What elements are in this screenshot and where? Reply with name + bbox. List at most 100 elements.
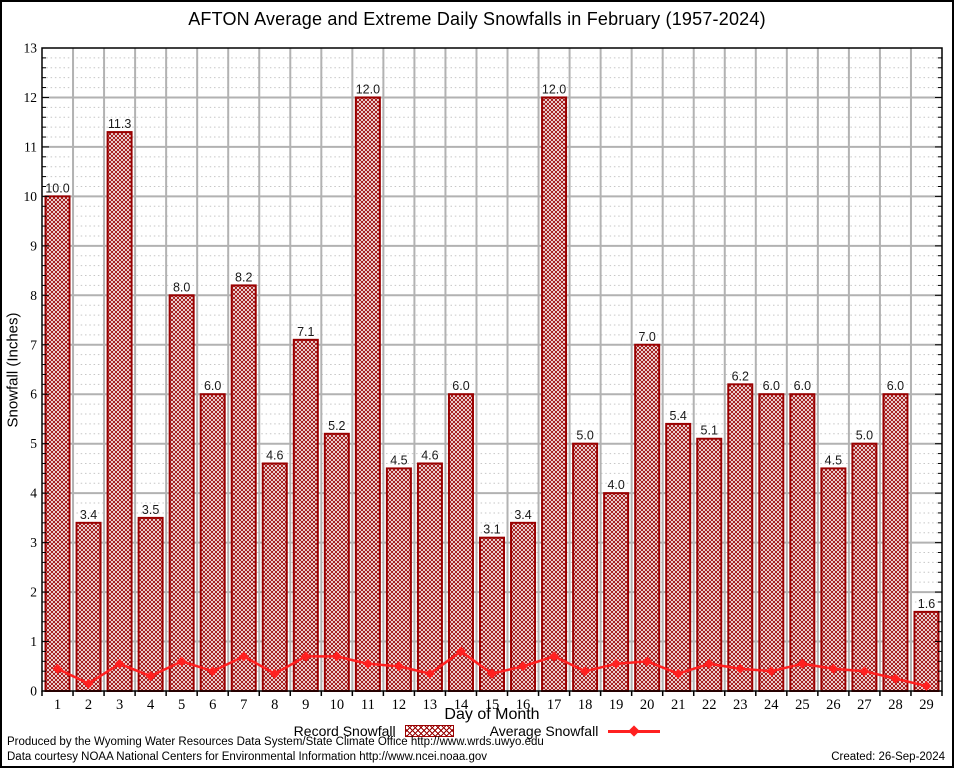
x-tick-label: 21 (671, 697, 686, 713)
y-tick-label: 4 (30, 486, 37, 501)
record-snowfall-bar (572, 442, 599, 693)
bar-value-label: 3.5 (142, 503, 159, 517)
y-tick-label: 10 (24, 189, 38, 204)
record-snowfall-bar (385, 467, 412, 692)
record-snowfall-bar (665, 422, 692, 692)
x-tick-label: 24 (764, 697, 779, 713)
bar-value-label: 6.0 (794, 379, 811, 393)
average-snowfall-marker (52, 663, 63, 674)
average-snowfall-marker (611, 658, 622, 669)
bar-value-label: 7.1 (297, 325, 314, 339)
x-tick-label: 16 (516, 697, 531, 713)
x-tick-label: 13 (423, 697, 438, 713)
bar-value-label: 3.4 (514, 508, 531, 522)
average-snowfall-marker (766, 666, 777, 677)
x-tick-label: 4 (147, 697, 155, 713)
average-snowfall-marker (797, 658, 808, 669)
bar-value-label: 3.1 (483, 523, 500, 537)
x-tick-label: 26 (826, 697, 841, 713)
y-tick-label: 0 (30, 684, 37, 699)
x-tick-label: 12 (392, 697, 407, 713)
x-tick-label: 20 (640, 697, 655, 713)
bar-value-label: 6.0 (887, 379, 904, 393)
x-tick-label: 14 (454, 697, 469, 713)
average-snowfall-marker (580, 666, 591, 677)
bar-value-label: 5.4 (670, 409, 687, 423)
legend-average-line-icon (608, 724, 661, 737)
bar-value-label: 6.0 (452, 379, 469, 393)
x-tick-label: 15 (485, 697, 500, 713)
y-tick-label: 9 (30, 238, 37, 253)
average-snowfall-marker (238, 651, 249, 662)
y-tick-label: 5 (30, 436, 37, 451)
record-snowfall-bar (44, 195, 71, 692)
bar-value-label: 5.0 (576, 429, 593, 443)
record-snowfall-bar (789, 393, 816, 692)
record-snowfall-bar (696, 437, 723, 692)
x-tick-label: 6 (209, 697, 216, 713)
bar-value-label: 5.2 (328, 419, 345, 433)
average-snowfall-marker (424, 668, 435, 679)
legend-record-label: Record Snowfall (293, 723, 396, 739)
chart-title: AFTON Average and Extreme Daily Snowfall… (188, 9, 766, 29)
average-snowfall-marker (176, 656, 187, 667)
record-snowfall-bar (447, 393, 474, 692)
average-snowfall-marker (269, 668, 280, 679)
average-snowfall-marker (114, 658, 125, 669)
average-snowfall-marker (145, 671, 156, 682)
record-snowfall-bar (230, 284, 257, 692)
x-tick-label: 8 (271, 697, 278, 713)
bar-value-label: 7.0 (638, 330, 655, 344)
created-date: Created: 26-Sep-2024 (831, 751, 945, 763)
record-snowfall-bar (261, 462, 288, 692)
average-snowfall-marker (487, 668, 497, 679)
x-tick-label: 29 (919, 697, 934, 713)
plot-border (41, 47, 943, 692)
average-snowfall-marker (393, 661, 404, 672)
bar-value-label: 11.3 (108, 117, 131, 131)
x-tick-label: 25 (795, 697, 810, 713)
bar-value-label: 4.0 (607, 478, 624, 492)
y-tick-label: 2 (30, 585, 37, 600)
average-snowfall-marker (828, 663, 839, 674)
x-tick-label: 5 (178, 697, 185, 713)
bar-value-label: 4.5 (825, 453, 842, 467)
record-snowfall-bar (541, 96, 568, 692)
average-snowfall-marker (518, 661, 529, 672)
record-snowfall-bar (634, 343, 661, 692)
x-tick-label: 27 (857, 697, 872, 713)
average-snowfall-marker (549, 651, 560, 662)
x-tick-label: 18 (578, 697, 593, 713)
average-snowfall-marker (207, 666, 218, 677)
record-snowfall-bar (106, 131, 133, 693)
average-snowfall-marker (704, 658, 715, 669)
bar-value-label: 12.0 (542, 82, 566, 96)
x-tick-label: 2 (85, 697, 92, 713)
bar-value-label: 3.4 (80, 508, 97, 522)
average-snowfall-marker (362, 658, 373, 669)
bar-value-label: 6.2 (732, 369, 749, 383)
bar-value-label: 6.0 (763, 379, 780, 393)
x-tick-label: 23 (733, 697, 748, 713)
bar-value-label: 1.6 (918, 597, 935, 611)
record-snowfall-bar (479, 536, 505, 693)
record-snowfall-bar (168, 294, 195, 692)
x-tick-label: 11 (361, 697, 375, 713)
x-tick-label: 28 (888, 697, 903, 713)
footer-credit-line-1: Produced by the Wyoming Water Resources … (7, 736, 544, 748)
record-snowfall-bar (354, 96, 381, 692)
bar-value-label: 8.0 (173, 280, 190, 294)
x-tick-label: 17 (547, 697, 562, 713)
x-tick-label: 9 (302, 697, 309, 713)
bar-value-label: 12.0 (356, 82, 380, 96)
average-snowfall-marker (455, 646, 466, 657)
bar-value-label: 5.1 (701, 424, 718, 438)
average-snowfall-marker (331, 651, 342, 662)
average-snowfall-marker (735, 663, 746, 674)
record-snowfall-bar (882, 393, 909, 692)
y-tick-label: 12 (24, 90, 38, 105)
record-snowfall-bar (199, 393, 226, 692)
y-tick-label: 3 (30, 535, 37, 550)
